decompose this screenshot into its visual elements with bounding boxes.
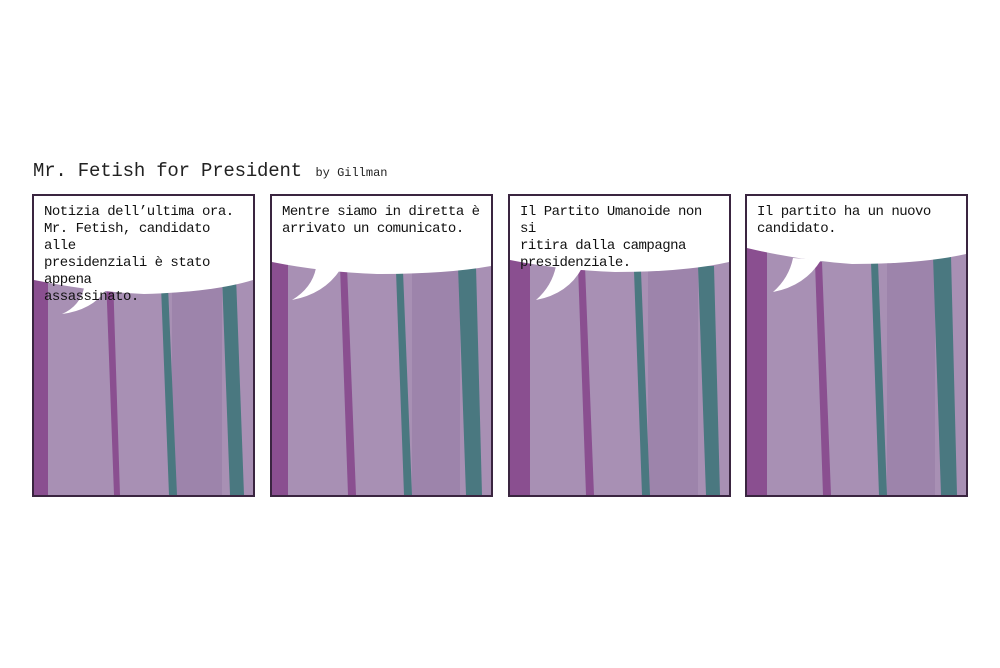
strip-title: Mr. Fetish for President by Gillman (33, 160, 387, 182)
comic-panel-4: Il partito ha un nuovo candidato. (745, 194, 968, 497)
panel-1-artwork (34, 196, 253, 495)
panel-3-caption: Il Partito Umanoide non si ritira dalla … (520, 204, 702, 271)
panel-4-caption: Il partito ha un nuovo candidato. (757, 204, 931, 237)
comic-panel-3: Il Partito Umanoide non si ritira dalla … (508, 194, 731, 497)
comic-panel-1: Notizia dell’ultima ora. Mr. Fetish, can… (32, 194, 255, 497)
comic-panel-2: Mentre siamo in diretta è arrivato un co… (270, 194, 493, 497)
panel-2-caption: Mentre siamo in diretta è arrivato un co… (282, 204, 480, 237)
comic-title: Mr. Fetish for President (33, 160, 302, 182)
panel-4-artwork (747, 196, 966, 495)
panel-2-artwork (272, 196, 491, 495)
comic-byline: by Gillman (315, 166, 388, 180)
panel-1-caption: Notizia dell’ultima ora. Mr. Fetish, can… (44, 204, 234, 305)
panel-3-artwork (510, 196, 729, 495)
